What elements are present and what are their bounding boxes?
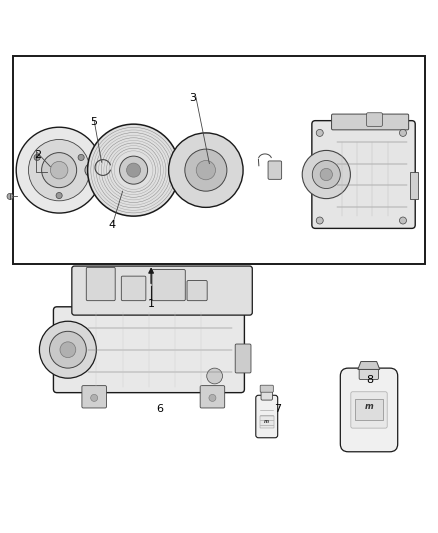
FancyBboxPatch shape: [235, 344, 251, 373]
Circle shape: [312, 160, 340, 189]
FancyBboxPatch shape: [367, 113, 382, 126]
Circle shape: [88, 167, 95, 174]
FancyBboxPatch shape: [268, 161, 282, 179]
Text: 2: 2: [34, 150, 41, 160]
Circle shape: [91, 394, 98, 401]
Circle shape: [399, 217, 406, 224]
Text: m: m: [365, 402, 373, 411]
FancyBboxPatch shape: [332, 114, 409, 130]
FancyBboxPatch shape: [200, 386, 225, 408]
FancyBboxPatch shape: [256, 395, 278, 438]
Text: 5: 5: [91, 117, 98, 127]
Text: m: m: [264, 419, 269, 424]
Circle shape: [320, 168, 332, 181]
FancyBboxPatch shape: [260, 416, 274, 428]
Circle shape: [196, 160, 215, 180]
Circle shape: [78, 155, 84, 160]
Text: 8: 8: [367, 375, 374, 385]
FancyBboxPatch shape: [121, 276, 146, 301]
FancyBboxPatch shape: [312, 120, 415, 229]
Circle shape: [120, 156, 148, 184]
Circle shape: [42, 152, 77, 188]
Circle shape: [88, 124, 180, 216]
FancyBboxPatch shape: [261, 389, 272, 400]
FancyBboxPatch shape: [72, 266, 252, 315]
Circle shape: [34, 155, 40, 160]
FancyBboxPatch shape: [53, 307, 244, 393]
Circle shape: [302, 150, 350, 199]
Circle shape: [50, 161, 68, 179]
FancyBboxPatch shape: [410, 172, 418, 199]
Bar: [13, 56, 425, 264]
FancyBboxPatch shape: [340, 368, 398, 452]
Circle shape: [16, 127, 102, 213]
FancyBboxPatch shape: [355, 399, 383, 420]
Circle shape: [28, 140, 90, 201]
Circle shape: [85, 163, 99, 177]
Text: 4: 4: [108, 220, 115, 230]
FancyBboxPatch shape: [82, 386, 106, 408]
Circle shape: [60, 342, 76, 358]
FancyBboxPatch shape: [187, 280, 207, 301]
Text: 6: 6: [156, 404, 163, 414]
Circle shape: [316, 217, 323, 224]
FancyBboxPatch shape: [351, 392, 387, 428]
Circle shape: [185, 149, 227, 191]
Circle shape: [399, 130, 406, 136]
Text: 3: 3: [189, 93, 196, 103]
Circle shape: [39, 321, 96, 378]
FancyBboxPatch shape: [152, 270, 185, 301]
Polygon shape: [358, 361, 380, 369]
Circle shape: [169, 133, 243, 207]
Circle shape: [56, 192, 62, 199]
Text: 7: 7: [275, 404, 282, 414]
FancyBboxPatch shape: [359, 367, 378, 379]
Circle shape: [207, 368, 223, 384]
Circle shape: [49, 332, 86, 368]
Text: 1: 1: [148, 298, 155, 309]
Circle shape: [7, 193, 13, 199]
Circle shape: [127, 163, 141, 177]
Circle shape: [209, 394, 216, 401]
FancyBboxPatch shape: [260, 385, 273, 392]
FancyBboxPatch shape: [86, 268, 115, 301]
Circle shape: [316, 130, 323, 136]
